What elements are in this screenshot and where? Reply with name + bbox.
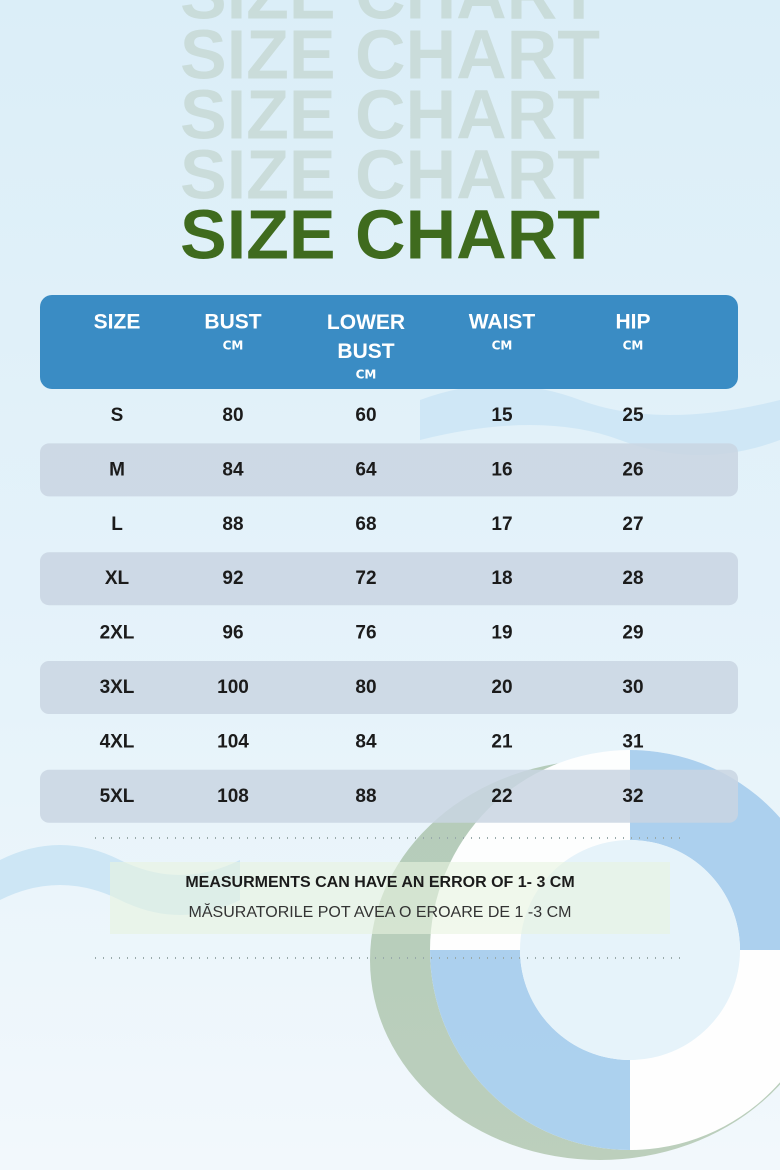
- title-echo: SIZE CHART: [180, 75, 600, 153]
- table-cell: 84: [222, 459, 244, 480]
- title-echo: SIZE CHART: [180, 135, 600, 213]
- table-cell: 80: [222, 405, 243, 426]
- table-cell: 3XL: [100, 677, 135, 698]
- table-cell: 84: [355, 731, 377, 752]
- table-cell: 30: [622, 677, 643, 698]
- table-cell: 18: [491, 568, 512, 589]
- table-cell: 15: [491, 405, 513, 426]
- column-header: LOWER BUST: [327, 311, 405, 363]
- table-cell: 27: [622, 514, 643, 535]
- column-unit: CM: [623, 339, 644, 353]
- column-header: WAIST: [469, 311, 536, 334]
- table-cell: 60: [355, 405, 376, 426]
- column-header: SIZE: [94, 311, 141, 334]
- row-stripe: [40, 769, 738, 823]
- table-cell: 29: [622, 623, 643, 644]
- table-cell: 26: [622, 459, 643, 480]
- table-cell: 2XL: [100, 623, 135, 644]
- table-cell: 96: [222, 623, 243, 644]
- title-echo: SIZE CHART: [180, 0, 600, 33]
- row-stripe: [40, 552, 738, 606]
- table-cell: 21: [491, 731, 513, 752]
- title: SIZE CHART: [180, 195, 600, 273]
- table-cell: 88: [355, 786, 376, 807]
- table-cell: 19: [491, 623, 512, 644]
- table-cell: 100: [217, 677, 249, 698]
- column-unit: CM: [492, 339, 513, 353]
- table-cell: 5XL: [100, 786, 135, 807]
- table-cell: XL: [105, 568, 130, 589]
- wave-decoration: [420, 385, 780, 455]
- table-cell: 20: [491, 677, 512, 698]
- note: MĂSURATORILE POT AVEA O EROARE DE 1 -3 C…: [189, 902, 572, 921]
- table-cell: 92: [222, 568, 243, 589]
- row-stripe: [40, 443, 738, 497]
- table-cell: 31: [622, 731, 644, 752]
- table-cell: 22: [491, 786, 512, 807]
- row-stripe: [40, 661, 738, 714]
- table-cell: 4XL: [100, 731, 135, 752]
- table-cell: 17: [491, 514, 512, 535]
- table-cell: 108: [217, 786, 249, 807]
- table-cell: 72: [355, 568, 376, 589]
- table-header-bar: [40, 295, 738, 389]
- table-cell: 25: [622, 405, 644, 426]
- table-cell: 80: [355, 677, 376, 698]
- note-background: [110, 862, 670, 934]
- table-cell: L: [111, 514, 123, 535]
- table-cell: 88: [222, 514, 243, 535]
- column-unit: CM: [356, 368, 377, 382]
- table-cell: 16: [491, 459, 512, 480]
- table-cell: S: [111, 405, 124, 426]
- table-cell: 64: [355, 459, 377, 480]
- table-cell: M: [109, 459, 125, 480]
- column-header: BUST: [204, 311, 261, 334]
- table-cell: 28: [622, 568, 643, 589]
- table-cell: 104: [217, 731, 249, 752]
- table-cell: 32: [622, 786, 643, 807]
- table-cell: 68: [355, 514, 376, 535]
- column-unit: CM: [223, 339, 244, 353]
- title-echo: SIZE CHART: [180, 15, 600, 93]
- table-cell: 76: [355, 623, 376, 644]
- note: MEASURMENTS CAN HAVE AN ERROR OF 1- 3 CM: [185, 874, 574, 891]
- column-header: HIP: [615, 311, 650, 334]
